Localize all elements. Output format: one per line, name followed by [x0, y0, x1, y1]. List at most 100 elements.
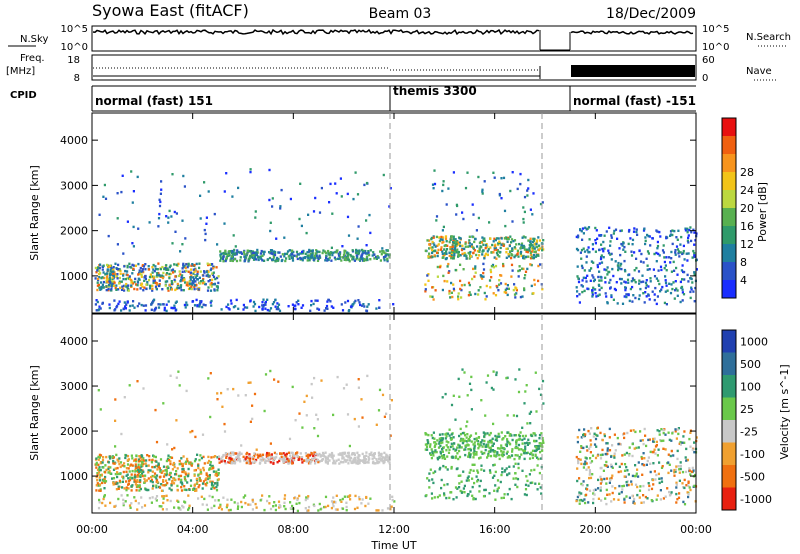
echo-cell: [202, 480, 206, 483]
echo-cell: [480, 468, 483, 471]
echo-cell: [534, 449, 537, 453]
echo-cell: [116, 273, 119, 276]
echo-cell: [248, 455, 251, 458]
echo-cell: [494, 264, 498, 268]
echo-cell: [504, 469, 507, 472]
echo-cell: [441, 450, 444, 453]
echo-cell: [499, 480, 502, 484]
echo-cell: [518, 368, 521, 371]
echo-cell: [655, 277, 658, 280]
echo-cell: [495, 284, 498, 288]
echo-cell: [127, 289, 130, 292]
echo-cell: [597, 294, 600, 297]
echo-cell: [580, 436, 583, 439]
echo-cell: [98, 266, 101, 270]
echo-cell: [353, 507, 357, 511]
echo-cell: [334, 461, 337, 464]
echo-cell: [509, 189, 512, 193]
echo-cell: [336, 375, 339, 379]
echo-cell: [510, 238, 514, 241]
echo-cell: [327, 455, 330, 458]
echo-cell: [668, 256, 671, 259]
echo-cell: [130, 454, 133, 457]
echo-cell: [458, 444, 461, 447]
echo-cell: [152, 279, 155, 282]
echo-cell: [135, 469, 138, 473]
echo-cell: [673, 468, 676, 472]
echo-cell: [444, 235, 448, 238]
echo-cell: [433, 441, 436, 444]
echo-cell: [269, 229, 272, 233]
echo-cell: [255, 448, 258, 451]
echo-cell: [598, 293, 601, 296]
echo-cell: [532, 246, 535, 250]
echo-cell: [114, 398, 117, 401]
echo-cell: [666, 487, 669, 490]
echo-cell: [654, 478, 657, 481]
echo-cell: [98, 453, 101, 457]
echo-cell: [194, 276, 197, 279]
echo-cell: [448, 289, 451, 293]
echo-cell: [148, 275, 152, 279]
echo-cell: [516, 252, 519, 256]
echo-cell: [508, 465, 511, 468]
echo-cell: [176, 467, 179, 470]
echo-cell: [139, 456, 142, 459]
echo-cell: [685, 447, 688, 451]
echo-cell: [211, 278, 214, 282]
echo-cell: [494, 438, 497, 441]
echo-cell: [182, 262, 185, 266]
echo-cell: [626, 278, 630, 281]
echo-cell: [212, 466, 215, 470]
echo-cell: [330, 259, 333, 262]
echo-cell: [534, 371, 537, 374]
echo-cell: [645, 463, 648, 466]
echo-cell: [473, 481, 476, 485]
echo-cell: [584, 460, 587, 463]
echo-cell: [671, 242, 674, 246]
echo-cell: [477, 447, 480, 450]
echo-cell: [593, 443, 597, 446]
echo-cell: [658, 430, 661, 433]
echo-cell: [355, 258, 358, 261]
echo-cell: [272, 258, 275, 261]
echo-cell: [622, 242, 625, 245]
echo-cell: [524, 445, 527, 448]
echo-cell: [205, 473, 208, 477]
echo-cell: [107, 285, 110, 288]
echo-cell: [494, 294, 498, 297]
echo-cell: [179, 474, 183, 478]
echo-cell: [690, 231, 693, 234]
echo-cell: [523, 402, 526, 405]
echo-cell: [648, 235, 651, 238]
echo-cell: [459, 474, 462, 477]
echo-cell: [522, 255, 525, 258]
echo-cell: [306, 497, 309, 500]
echo-cell: [210, 487, 213, 490]
echo-cell: [315, 249, 318, 252]
echo-cell: [301, 250, 304, 254]
echo-cell: [251, 251, 254, 255]
echo-cell: [334, 258, 337, 261]
echo-cell: [165, 469, 168, 472]
echo-cell: [113, 505, 116, 508]
nsky-tick-top: 10^5: [61, 24, 88, 35]
echo-cell: [378, 299, 381, 302]
echo-cell: [447, 187, 450, 190]
echo-cell: [653, 252, 656, 256]
echo-cell: [254, 255, 257, 258]
echo-cell: [501, 438, 504, 441]
echo-cell: [387, 457, 390, 460]
echo-cell: [101, 276, 104, 279]
echo-cell: [259, 252, 262, 255]
echo-cell: [606, 442, 609, 445]
echo-cell: [153, 472, 157, 475]
echo-cell: [254, 210, 257, 213]
echo-cell: [97, 389, 100, 392]
echo-cell: [470, 440, 473, 443]
echo-cell: [166, 499, 169, 502]
echo-cell: [105, 468, 108, 472]
echo-cell: [577, 236, 580, 239]
echo-cell: [678, 442, 681, 445]
echo-cell: [596, 263, 599, 267]
